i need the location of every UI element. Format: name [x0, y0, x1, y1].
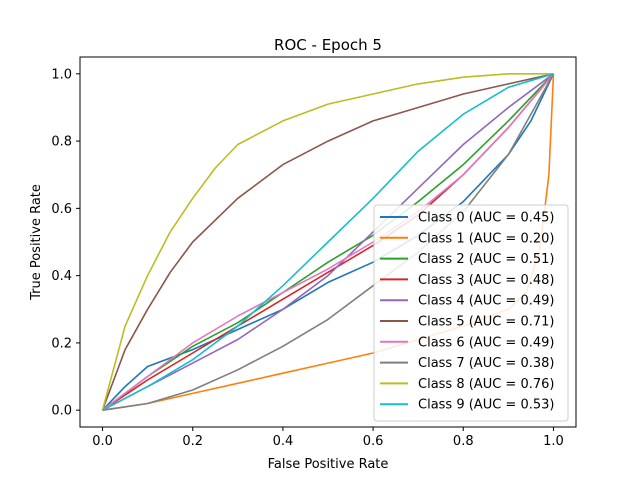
legend-entry-class-4: Class 4 (AUC = 0.49)	[418, 294, 554, 309]
y-tick-label: 0.6	[51, 202, 72, 217]
legend-entry-class-7: Class 7 (AUC = 0.38)	[418, 356, 554, 371]
x-tick-label: 0.2	[182, 434, 203, 449]
y-axis-label: True Positive Rate	[29, 184, 44, 301]
legend-entry-class-9: Class 9 (AUC = 0.53)	[418, 398, 554, 413]
x-tick-label: 0.6	[363, 434, 384, 449]
y-tick-label: 1.0	[51, 67, 72, 82]
legend-entry-class-2: Class 2 (AUC = 0.51)	[418, 252, 554, 267]
series-line-class-5	[101, 73, 554, 411]
y-tick-label: 0.0	[51, 404, 72, 419]
y-tick-label: 0.8	[51, 135, 72, 150]
legend: Class 0 (AUC = 0.45) Class 1 (AUC = 0.20)…	[373, 204, 569, 422]
series-line-class-4	[102, 73, 554, 411]
legend-entry-class-8: Class 8 (AUC = 0.76)	[418, 377, 554, 392]
legend-entry-class-3: Class 3 (AUC = 0.48)	[418, 273, 554, 288]
series-line-class-7	[102, 73, 555, 411]
y-tick-label: 0.4	[51, 269, 72, 284]
legend-entry-class-1: Class 1 (AUC = 0.20)	[418, 231, 554, 246]
x-axis-label: False Positive Rate	[268, 457, 389, 472]
legend-entry-class-0: Class 0 (AUC = 0.45)	[418, 211, 554, 226]
series-line-class-2	[102, 73, 555, 411]
series-line-class-6	[102, 73, 555, 411]
legend-entry-class-6: Class 6 (AUC = 0.49)	[418, 335, 554, 350]
y-axis-ticks: 0.0 0.2 0.4 0.6 0.8 1.0	[51, 67, 80, 419]
chart-title: ROC - Epoch 5	[274, 36, 382, 54]
x-tick-label: 0.4	[273, 434, 294, 449]
series-line-class-8	[101, 73, 554, 411]
series-line-class-9	[102, 73, 554, 411]
y-tick-label: 0.2	[51, 336, 72, 351]
legend-entry-class-5: Class 5 (AUC = 0.71)	[418, 315, 554, 330]
x-axis-ticks: 0.0 0.2 0.4 0.6 0.8 1.0	[92, 427, 564, 449]
legend-box	[373, 204, 569, 422]
plot-frame	[79, 56, 577, 428]
x-tick-label: 0.8	[453, 434, 474, 449]
x-tick-label: 0.0	[92, 434, 113, 449]
x-tick-label: 1.0	[543, 434, 564, 449]
